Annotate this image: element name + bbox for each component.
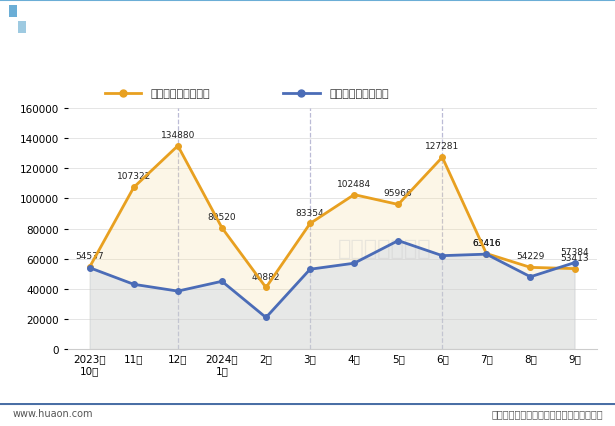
出口总额（千美元）: [306, 222, 314, 227]
Text: 54537: 54537: [76, 251, 104, 260]
进口总额（千美元）: [526, 274, 534, 279]
Text: 54229: 54229: [516, 252, 545, 261]
Text: 127281: 127281: [425, 142, 459, 151]
Text: 95966: 95966: [384, 189, 413, 198]
FancyBboxPatch shape: [9, 6, 17, 18]
出口总额（千美元）: [262, 285, 269, 291]
Text: 40882: 40882: [252, 272, 280, 281]
Text: www.huaon.com: www.huaon.com: [12, 408, 93, 418]
Text: 数据来源：中国海关；华经产业研究院整理: 数据来源：中国海关；华经产业研究院整理: [491, 408, 603, 418]
出口总额（千美元）: [218, 226, 226, 231]
进口总额（千美元）: [438, 253, 446, 259]
Text: 专业严谨 ● 客观科学: 专业严谨 ● 客观科学: [527, 15, 597, 25]
Text: 107322: 107322: [117, 172, 151, 181]
Text: 53413: 53413: [560, 253, 589, 262]
出口总额（千美元）: [130, 185, 137, 190]
Text: 63416: 63416: [472, 238, 501, 247]
进口总额（千美元）: [86, 265, 93, 271]
出口总额（千美元）: [351, 193, 358, 198]
进口总额（千美元）: [351, 261, 358, 266]
出口总额（千美元）: [571, 266, 578, 271]
出口总额（千美元）: [395, 202, 402, 207]
进口总额（千美元）: [571, 260, 578, 265]
Text: 134880: 134880: [161, 130, 195, 139]
Text: 57384: 57384: [560, 247, 589, 256]
Text: 83354: 83354: [296, 208, 324, 217]
Line: 进口总额（千美元）: 进口总额（千美元）: [87, 238, 577, 320]
Line: 出口总额（千美元）: 出口总额（千美元）: [87, 144, 577, 291]
Text: 80520: 80520: [208, 212, 236, 221]
进口总额（千美元）: [262, 315, 269, 320]
Text: 102484: 102484: [337, 179, 371, 188]
Text: 华经产业研究院: 华经产业研究院: [338, 238, 432, 258]
进口总额（千美元）: [395, 239, 402, 244]
出口总额（千美元）: [174, 144, 181, 149]
Text: 出口总额（千美元）: 出口总额（千美元）: [151, 89, 210, 99]
进口总额（千美元）: [306, 267, 314, 272]
Text: 华经情报网: 华经情报网: [34, 14, 71, 27]
Text: 63416: 63416: [472, 239, 501, 248]
进口总额（千美元）: [130, 282, 137, 287]
FancyBboxPatch shape: [18, 22, 26, 35]
进口总额（千美元）: [174, 289, 181, 294]
出口总额（千美元）: [86, 265, 93, 270]
Text: 进口总额（千美元）: 进口总额（千美元）: [329, 89, 389, 99]
进口总额（千美元）: [483, 252, 490, 257]
Text: 2023-2024年平潭(境内目的地/货源地)进、出口额: 2023-2024年平潭(境内目的地/货源地)进、出口额: [179, 52, 436, 67]
出口总额（千美元）: [526, 265, 534, 271]
进口总额（千美元）: [218, 279, 226, 284]
出口总额（千美元）: [483, 251, 490, 256]
出口总额（千美元）: [438, 155, 446, 161]
